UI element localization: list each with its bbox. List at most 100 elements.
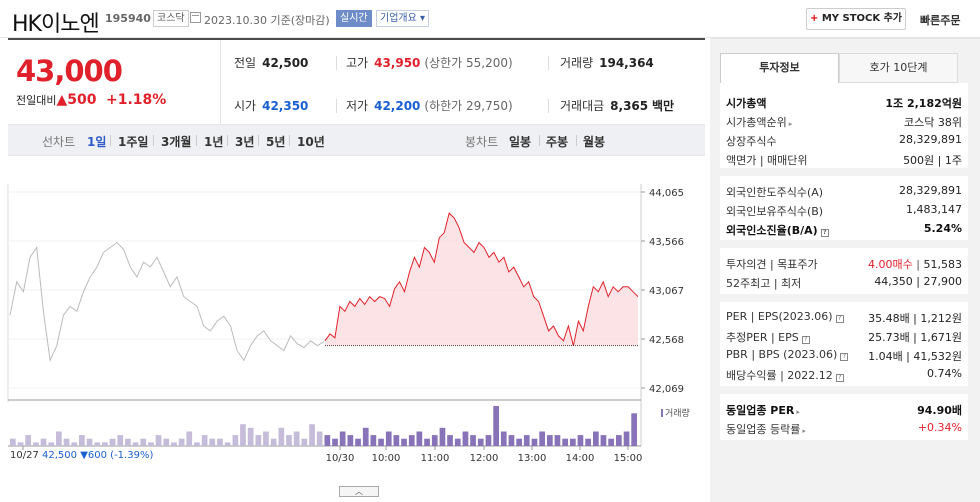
- stock-name: HK이노엔: [12, 12, 100, 37]
- volume-bar: [531, 438, 538, 446]
- volume-bar: [155, 435, 162, 446]
- market-cap-rank-value: 코스닥 38위: [904, 116, 962, 129]
- foreign-card: 외국인한도주식수(A) 28,329,891 외국인보유주식수(B) 1,483,1…: [720, 176, 968, 240]
- help-icon[interactable]: ?: [840, 353, 849, 361]
- volume-bar: [593, 431, 599, 446]
- tab-period-1d[interactable]: 1일: [87, 135, 107, 149]
- help-icon[interactable]: ?: [820, 229, 829, 237]
- par-value-value: 500원 | 1주: [903, 154, 962, 167]
- volume-bar: [454, 438, 461, 446]
- foreign-hold-label: 외국인보유주식수(B): [726, 205, 824, 218]
- tab-investment-info[interactable]: 투자정보: [720, 53, 839, 83]
- volume-bar: [370, 435, 377, 446]
- prev-close-stat: 전일 42,500: [234, 54, 308, 71]
- industry-change-text: 동일업종 등락률: [726, 423, 801, 436]
- divider: [220, 40, 221, 126]
- pbr-value: 1.04배 | 41,532원: [868, 350, 962, 363]
- candle-chart-label: 봉차트: [465, 135, 499, 149]
- volume-bar: [25, 435, 31, 446]
- dividend-row: 배당수익률 | 2022.12? 0.74%: [726, 365, 962, 384]
- today-series-line: [324, 212, 639, 346]
- volume-bar: [94, 442, 101, 446]
- est-per-row: 추정PER | EPS? 25.73배 | 1,671원: [726, 327, 962, 346]
- volume-bar: [362, 427, 369, 446]
- volume-bar: [132, 442, 139, 446]
- volume-bar: [516, 438, 522, 446]
- dividend-label: 배당수익률 | 2022.12?: [726, 367, 844, 383]
- calendar-icon: [190, 12, 201, 23]
- per-value: 35.48배 | 1,212원: [868, 312, 962, 325]
- add-mystock-button[interactable]: + MY STOCK 추가: [806, 8, 906, 30]
- pbr-text: PBR | BPS (2023.06): [726, 348, 838, 361]
- est-per-label: 추정PER | EPS?: [726, 329, 810, 345]
- pbr-label: PBR | BPS (2023.06)?: [726, 348, 849, 361]
- divider: [548, 99, 549, 113]
- foreign-ratio-text: 외국인소진율(B/A): [726, 224, 818, 237]
- caret-right-icon: ▸: [802, 427, 806, 435]
- tab-period-3m[interactable]: 3개월: [161, 135, 192, 149]
- market-badge: 코스닥: [153, 10, 189, 27]
- quick-order-link[interactable]: 빠른주문: [920, 14, 961, 27]
- market-cap-rank-text: 시가총액순위: [726, 116, 787, 129]
- tab-period-1y[interactable]: 1년: [204, 135, 224, 149]
- divider: [153, 135, 154, 146]
- volume-bar: [508, 435, 515, 446]
- prev-day-series-line: [9, 241, 325, 363]
- help-icon[interactable]: ?: [801, 336, 810, 344]
- help-icon[interactable]: ?: [835, 315, 844, 323]
- volume-bar: [347, 435, 354, 446]
- prev-day-change: ▼600: [80, 450, 107, 461]
- est-per-value: 25.73배 | 1,671원: [868, 331, 962, 344]
- volume-bar: [562, 438, 568, 446]
- foreign-limit-row: 외국인한도주식수(A) 28,329,891: [726, 182, 962, 201]
- divider: [258, 135, 259, 146]
- volume-bar: [477, 438, 484, 446]
- chart-expand-button[interactable]: ︿: [339, 486, 379, 497]
- x-tick-label: 15:00: [614, 453, 643, 464]
- divider: [336, 99, 337, 113]
- open-label: 시가: [234, 99, 257, 113]
- volume-bar: [33, 442, 39, 446]
- divider: [576, 135, 577, 146]
- price-chart[interactable]: 44,065 43,566 43,067 42,568 42,069 10/30 10:00…: [0, 156, 705, 502]
- chart-canvas: 44,065 43,566 43,067 42,568 42,069 10/30 10:00…: [7, 184, 684, 464]
- volume-bar: [301, 438, 308, 446]
- volume-bar: [355, 438, 361, 446]
- tab-period-3y[interactable]: 3년: [235, 135, 255, 149]
- industry-per-text: 동일업종 PER: [726, 404, 795, 417]
- volume-bar: [186, 431, 193, 446]
- volume-bar: [470, 435, 476, 446]
- volume-bar: [447, 435, 453, 446]
- volume-legend: 거래량: [661, 406, 690, 419]
- up-triangle-icon: ▲: [56, 92, 68, 108]
- amount-label: 거래대금: [560, 99, 605, 113]
- tab-candle-week[interactable]: 주봉: [546, 135, 569, 149]
- market-cap-value: 1조 2,182억원: [885, 97, 962, 110]
- volume-bar: [125, 438, 131, 446]
- prev-day-pct: (-1.39%): [110, 450, 154, 461]
- amount-unit: 백만: [651, 99, 675, 113]
- tab-candle-day[interactable]: 일봉: [509, 135, 532, 149]
- realtime-badge[interactable]: 실시간: [336, 10, 372, 27]
- volume-bar: [148, 442, 154, 446]
- tab-orderbook-10[interactable]: 호가 10단계: [839, 53, 958, 83]
- volume-bar: [178, 438, 185, 446]
- volume-bar: [431, 435, 438, 446]
- x-tick-label: 10:00: [372, 453, 401, 464]
- help-icon[interactable]: ?: [835, 374, 844, 382]
- tab-period-5y[interactable]: 5년: [266, 135, 286, 149]
- tab-period-10y[interactable]: 10년: [297, 135, 325, 149]
- tab-period-1w[interactable]: 1주일: [118, 135, 149, 149]
- volume-bar: [109, 438, 116, 446]
- volume-bar: [163, 438, 170, 446]
- volume-bar: [523, 435, 530, 446]
- company-overview-dropdown[interactable]: 기업개요 ▾: [376, 10, 430, 27]
- line-chart-label: 선차트: [42, 135, 76, 149]
- volume-bar: [385, 431, 392, 446]
- 52w-label: 52주최고 | 최저: [726, 277, 802, 290]
- opinion-row: 투자의견 | 목표주가 4.00매수 | 51,583: [726, 254, 962, 273]
- volume-bar: [247, 427, 254, 446]
- divider: [196, 135, 197, 146]
- tab-candle-month[interactable]: 월봉: [583, 135, 606, 149]
- prev-day-date: 10/27: [10, 450, 39, 461]
